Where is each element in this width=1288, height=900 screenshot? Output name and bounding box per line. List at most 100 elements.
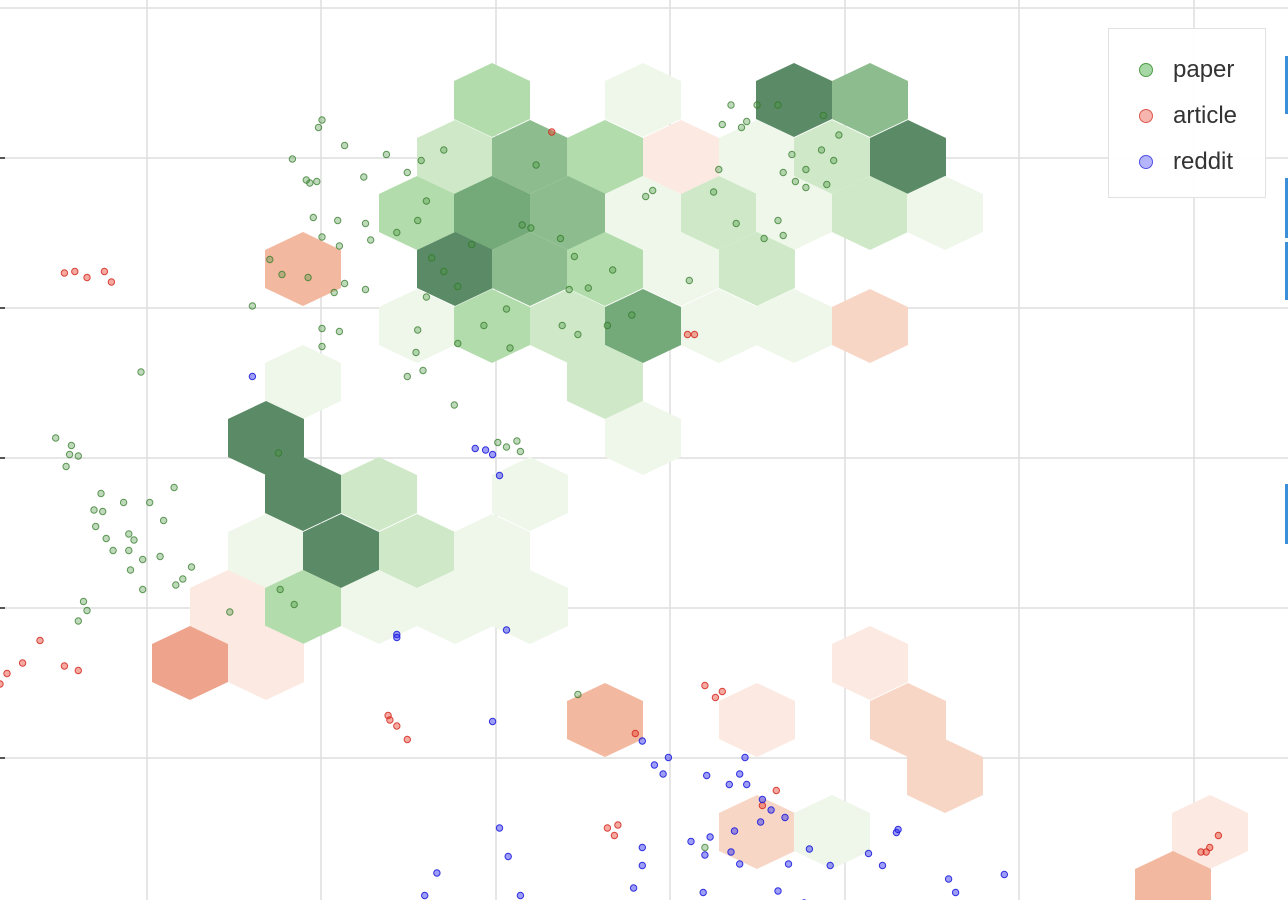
hex-cell-paper [379,176,455,250]
point-article [83,273,91,282]
hex-cell-paper [492,457,568,531]
point-paper [62,462,70,471]
point-reddit [659,770,667,778]
hex-cell-article [1172,795,1248,869]
legend-marker-reddit [1139,155,1153,169]
point-paper [480,321,488,330]
point-reddit [805,845,814,853]
point-paper [109,546,117,555]
point-paper [779,168,787,177]
point-paper [422,293,431,301]
point-paper [119,498,128,507]
point-paper [146,498,154,507]
point-reddit [701,851,709,859]
hex-cell-paper [379,514,455,588]
point-article [1197,848,1205,856]
hex-cell-paper [567,232,643,306]
hex-cell-paper [832,63,908,137]
point-paper [360,173,368,181]
point-paper [403,372,411,381]
point-paper [278,270,286,279]
point-paper [304,273,312,282]
point-paper [156,552,164,561]
legend-item-paper[interactable]: paper [1139,47,1265,93]
hex-cell-article [719,795,795,869]
point-paper [412,348,420,357]
point-paper [335,327,344,336]
point-paper [468,240,476,249]
point-article [701,681,709,690]
hex-cell-article [643,120,719,194]
point-paper [92,522,100,531]
hex-cell-paper [832,176,908,250]
point-reddit [638,861,646,870]
hex-cell-paper [756,63,832,137]
hex-cell-paper [265,345,341,419]
point-reddit [767,806,775,814]
point-reddit [784,860,793,868]
point-paper [414,216,422,225]
point-paper [440,267,448,276]
point-paper [737,123,746,132]
point-reddit [826,861,834,870]
point-reddit [488,450,497,459]
point-paper [609,266,617,274]
point-reddit [638,843,646,852]
point-reddit [516,891,525,900]
legend-marker-article [1139,109,1153,123]
point-paper [102,534,110,543]
point-paper [393,228,401,237]
hex-cell-article [870,683,946,757]
point-reddit [756,818,765,826]
point-reddit [878,861,887,870]
hex-cell-paper [530,289,606,363]
point-reddit [495,824,504,832]
point-paper [99,507,107,516]
legend-item-reddit[interactable]: reddit [1139,139,1265,185]
point-paper [819,111,827,120]
point-paper [290,600,298,609]
point-reddit [951,888,960,897]
point-reddit [727,848,735,856]
point-reddit [481,446,490,454]
point-article [107,278,116,286]
point-article [690,330,699,339]
point-article [403,735,411,744]
point-paper [288,155,297,163]
hex-cell-paper [303,514,379,588]
hex-cell-article [832,289,908,363]
hex-cell-paper [870,120,946,194]
legend-item-article[interactable]: article [1139,93,1265,139]
hex-cell-article [832,626,908,700]
point-article [603,824,612,832]
point-paper [419,366,427,375]
hex-cell-paper [379,289,455,363]
point-paper [791,177,800,186]
point-paper [367,236,375,244]
point-paper [335,242,344,250]
hex-cell-paper [265,570,341,644]
point-paper [318,116,326,124]
point-paper [732,219,740,228]
hex-cell-paper [454,514,530,588]
point-paper [302,176,310,184]
point-reddit [703,771,711,780]
point-paper [187,563,196,571]
point-paper [417,156,425,165]
point-article [772,786,780,795]
point-paper [52,434,60,442]
point-reddit [743,780,751,789]
edge-indicator [1285,242,1288,300]
point-paper [90,506,98,514]
point-paper [330,288,338,297]
point-reddit [502,626,511,634]
point-paper [422,197,431,205]
point-paper [574,690,582,699]
point-paper [454,339,462,348]
point-article [18,659,27,667]
hex-cell-paper [454,63,530,137]
point-paper [718,120,726,129]
point-reddit [699,888,707,897]
point-reddit [894,825,902,834]
